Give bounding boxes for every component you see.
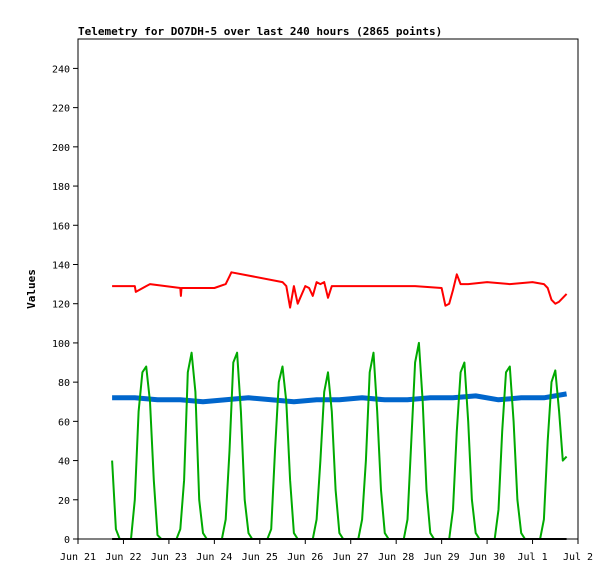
y-tick-label: 220 (52, 104, 70, 115)
y-tick-label: 160 (52, 221, 70, 232)
y-tick-label: 80 (58, 378, 70, 389)
y-tick-label: 0 (64, 535, 70, 546)
x-tick-label: Jun 28 (378, 552, 414, 563)
y-tick-label: 60 (58, 417, 70, 428)
x-tick-label: Jun 23 (151, 552, 187, 563)
series-line-1 (112, 271, 568, 309)
y-tick-label: 140 (52, 260, 70, 271)
x-tick-label: Jun 21 (60, 552, 96, 563)
x-tick-label: Jun 25 (242, 552, 278, 563)
x-tick-label: Jun 26 (287, 552, 323, 563)
series-group (111, 271, 568, 540)
x-axis-ticks: Jun 21 Jun 22 Jun 23 Jun 24 Jun 25 Jun 26 Jun … (60, 539, 593, 563)
x-tick-label: Jun 27 (333, 552, 369, 563)
y-axis-ticks: 0 20 40 60 80 100 120 140 160 180 200 220 240 (52, 64, 78, 546)
y-tick-label: 100 (52, 339, 70, 350)
x-tick-label: Jul 1 (517, 552, 547, 563)
y-tick-label: 40 (58, 457, 70, 468)
y-tick-label: 120 (52, 300, 70, 311)
chart-title: Telemetry for DO7DH-5 over last 240 hour… (78, 25, 442, 38)
y-tick-label: 240 (52, 64, 70, 75)
x-tick-label: Jun 29 (424, 552, 460, 563)
y-tick-label: 180 (52, 182, 70, 193)
y-tick-label: 200 (52, 143, 70, 154)
y-tick-label: 20 (58, 496, 70, 507)
series-line-3 (111, 341, 568, 540)
series-line-2 (112, 391, 568, 405)
y-axis-label: Values (25, 269, 38, 309)
x-tick-label: Jun 30 (469, 552, 505, 563)
x-tick-label: Jun 24 (196, 552, 232, 563)
x-tick-label: Jul 2 (563, 552, 593, 563)
x-tick-label: Jun 22 (105, 552, 141, 563)
